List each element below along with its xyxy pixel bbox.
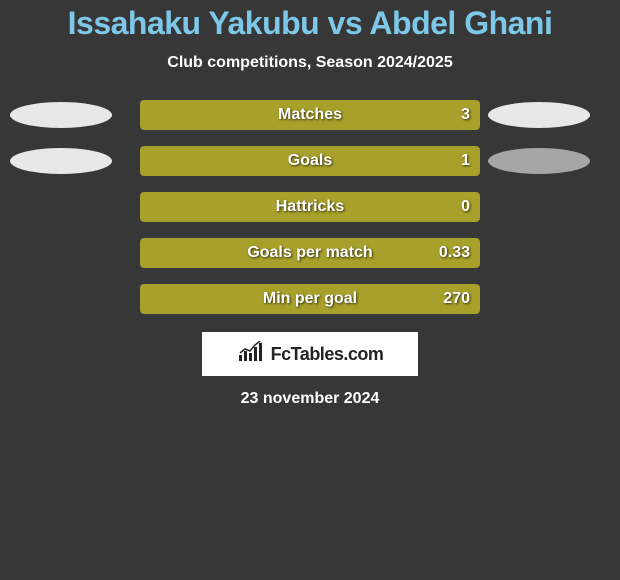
stat-bar: Matches 3 bbox=[140, 100, 480, 130]
brand-text: FcTables.com bbox=[271, 344, 384, 365]
stat-row: Min per goal 270 bbox=[0, 284, 620, 314]
stats-list: Matches 3 Goals 1 Hattricks 0 Goals per … bbox=[0, 100, 620, 314]
right-ellipse bbox=[488, 102, 590, 128]
brand-box[interactable]: FcTables.com bbox=[202, 332, 418, 376]
right-ellipse bbox=[488, 148, 590, 174]
chart-icon bbox=[237, 341, 265, 368]
stat-bar: Min per goal 270 bbox=[140, 284, 480, 314]
stat-row: Goals 1 bbox=[0, 146, 620, 176]
stat-bar: Hattricks 0 bbox=[140, 192, 480, 222]
stat-label: Matches bbox=[278, 106, 342, 124]
stat-label: Goals per match bbox=[247, 244, 372, 262]
stat-value: 0.33 bbox=[439, 244, 470, 262]
stat-label: Goals bbox=[288, 152, 332, 170]
stat-bar: Goals per match 0.33 bbox=[140, 238, 480, 268]
date-text: 23 november 2024 bbox=[0, 390, 620, 408]
stat-row: Matches 3 bbox=[0, 100, 620, 130]
stat-value: 0 bbox=[461, 198, 470, 216]
left-ellipse bbox=[10, 102, 112, 128]
stat-label: Hattricks bbox=[276, 198, 344, 216]
stat-row: Goals per match 0.33 bbox=[0, 238, 620, 268]
subtitle: Club competitions, Season 2024/2025 bbox=[0, 54, 620, 72]
stat-value: 270 bbox=[443, 290, 470, 308]
stat-bar: Goals 1 bbox=[140, 146, 480, 176]
stat-value: 3 bbox=[461, 106, 470, 124]
left-ellipse bbox=[10, 148, 112, 174]
stat-value: 1 bbox=[461, 152, 470, 170]
main-container: Issahaku Yakubu vs Abdel Ghani Club comp… bbox=[0, 0, 620, 408]
stat-row: Hattricks 0 bbox=[0, 192, 620, 222]
page-title: Issahaku Yakubu vs Abdel Ghani bbox=[0, 5, 620, 42]
stat-label: Min per goal bbox=[263, 290, 357, 308]
